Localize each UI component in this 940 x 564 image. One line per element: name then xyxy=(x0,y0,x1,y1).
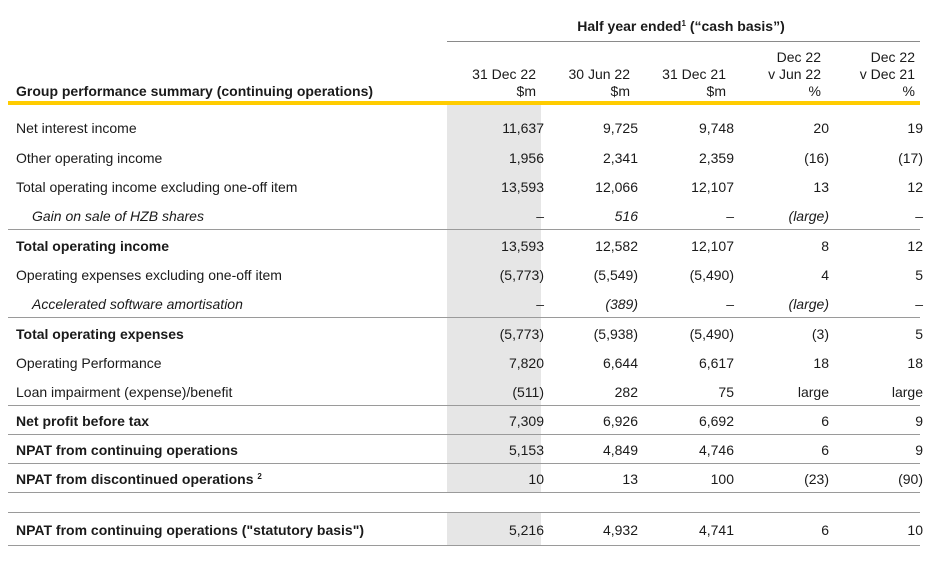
row-npat-continuing: NPAT from continuing operations 5,153 4,… xyxy=(16,442,923,458)
row-net-profit-before-tax: Net profit before tax 7,309 6,926 6,692 … xyxy=(16,413,923,429)
col-header-jun22: 30 Jun 22 $m xyxy=(568,66,631,99)
row-npat-statutory: NPAT from continuing operations ("statut… xyxy=(16,522,923,538)
period-super-header: Half year ended1 (“cash basis”) xyxy=(577,18,785,34)
footnote-1: 1 xyxy=(681,19,686,28)
row-gain-on-sale: Gain on sale of HZB shares – 516 – (larg… xyxy=(32,208,923,224)
row-accelerated-software-amortisation: Accelerated software amortisation – (389… xyxy=(32,296,923,312)
col-header-dec22-v-dec21: Dec 22 v Dec 21 % xyxy=(859,49,915,99)
table-title: Group performance summary (continuing op… xyxy=(16,83,374,99)
statutory-bottom-rule xyxy=(8,545,920,546)
row-operating-expenses-excl: Operating expenses excluding one-off ite… xyxy=(16,267,923,283)
row-other-operating-income: Other operating income 1,956 2,341 2,359… xyxy=(16,150,923,166)
row-total-operating-expenses: Total operating expenses (5,773) (5,938)… xyxy=(16,326,923,342)
row-loan-impairment: Loan impairment (expense)/benefit (511) … xyxy=(16,384,923,400)
statutory-top-rule xyxy=(8,512,920,513)
col-header-dec21: 31 Dec 21 $m xyxy=(662,66,726,99)
col-header-dec22-v-jun22: Dec 22 v Jun 22 % xyxy=(768,49,821,99)
row-npat-discontinued: NPAT from discontinued operations 2 10 1… xyxy=(16,471,923,487)
footnote-2: 2 xyxy=(257,472,262,481)
row-divider xyxy=(8,463,920,464)
row-divider xyxy=(8,434,920,435)
row-divider xyxy=(8,492,920,493)
row-operating-performance: Operating Performance 7,820 6,644 6,617 … xyxy=(16,355,923,371)
row-total-operating-income-excl: Total operating income excluding one-off… xyxy=(16,179,923,195)
row-net-interest-income: Net interest income 11,637 9,725 9,748 2… xyxy=(16,120,923,136)
row-divider xyxy=(8,229,920,230)
row-divider xyxy=(8,317,920,318)
col-header-dec22: 31 Dec 22 $m xyxy=(472,66,536,99)
row-total-operating-income: Total operating income 13,593 12,582 12,… xyxy=(16,238,923,254)
row-divider xyxy=(8,405,920,406)
current-period-highlight-statutory xyxy=(447,512,541,546)
header-accent-rule xyxy=(8,101,920,105)
super-header-rule xyxy=(447,41,920,42)
current-period-highlight xyxy=(447,103,541,493)
